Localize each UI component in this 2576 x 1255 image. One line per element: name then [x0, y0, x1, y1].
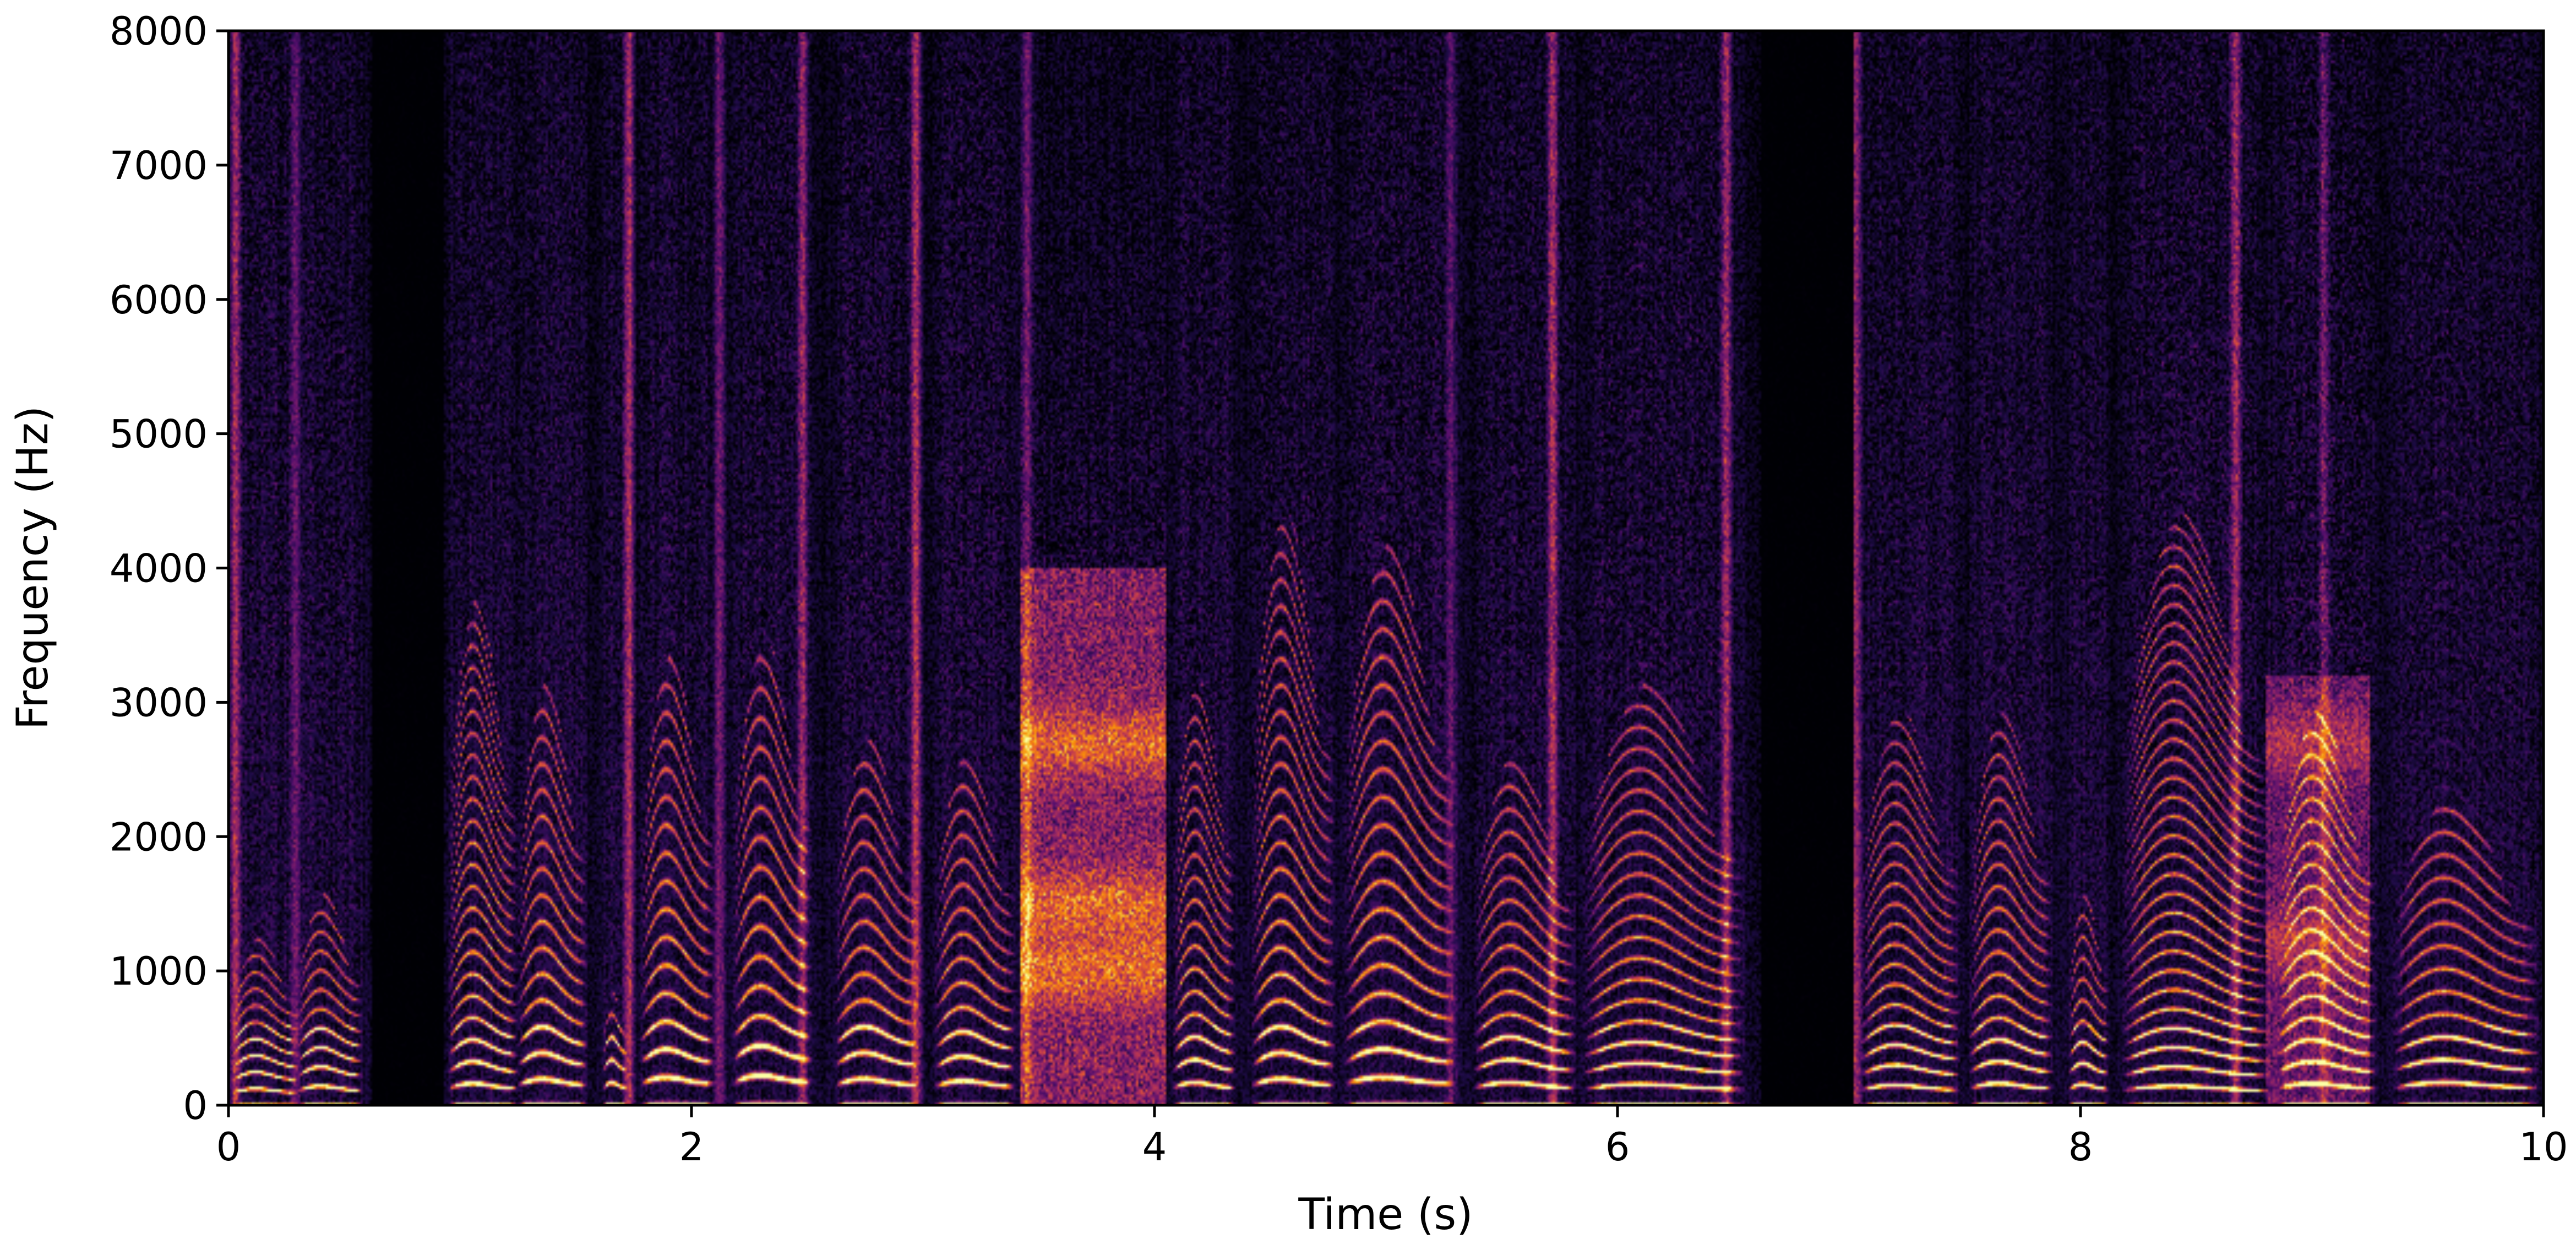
y-tick-label: 8000 [110, 9, 208, 54]
y-tick-label: 5000 [110, 412, 208, 457]
x-tick-label: 4 [1142, 1124, 1167, 1170]
x-tick-label: 8 [2068, 1124, 2093, 1170]
x-tick-label: 0 [216, 1124, 241, 1170]
y-axis: 0 1000 2000 3000 4000 5000 6000 7000 8000 [110, 9, 228, 1128]
x-tick-label: 6 [1605, 1124, 1630, 1170]
x-tick-label: 10 [2519, 1124, 2568, 1170]
y-tick-label: 1000 [110, 949, 208, 994]
y-tick-label: 4000 [110, 546, 208, 591]
x-axis: 0 2 4 6 8 10 [216, 1105, 2568, 1170]
y-tick-label: 6000 [110, 278, 208, 323]
y-axis-label: Frequency (Hz) [8, 406, 58, 730]
y-tick-label: 3000 [110, 680, 208, 725]
spectrogram-heatmap [228, 31, 2544, 1105]
x-axis-label: Time (s) [1298, 1190, 1473, 1240]
x-tick-label: 2 [679, 1124, 704, 1170]
y-tick-label: 2000 [110, 814, 208, 860]
y-tick-label: 7000 [110, 143, 208, 188]
plot-area [227, 29, 2545, 1107]
y-tick-label: 0 [183, 1083, 208, 1128]
spectrogram-heatmap-host [228, 31, 2544, 1105]
